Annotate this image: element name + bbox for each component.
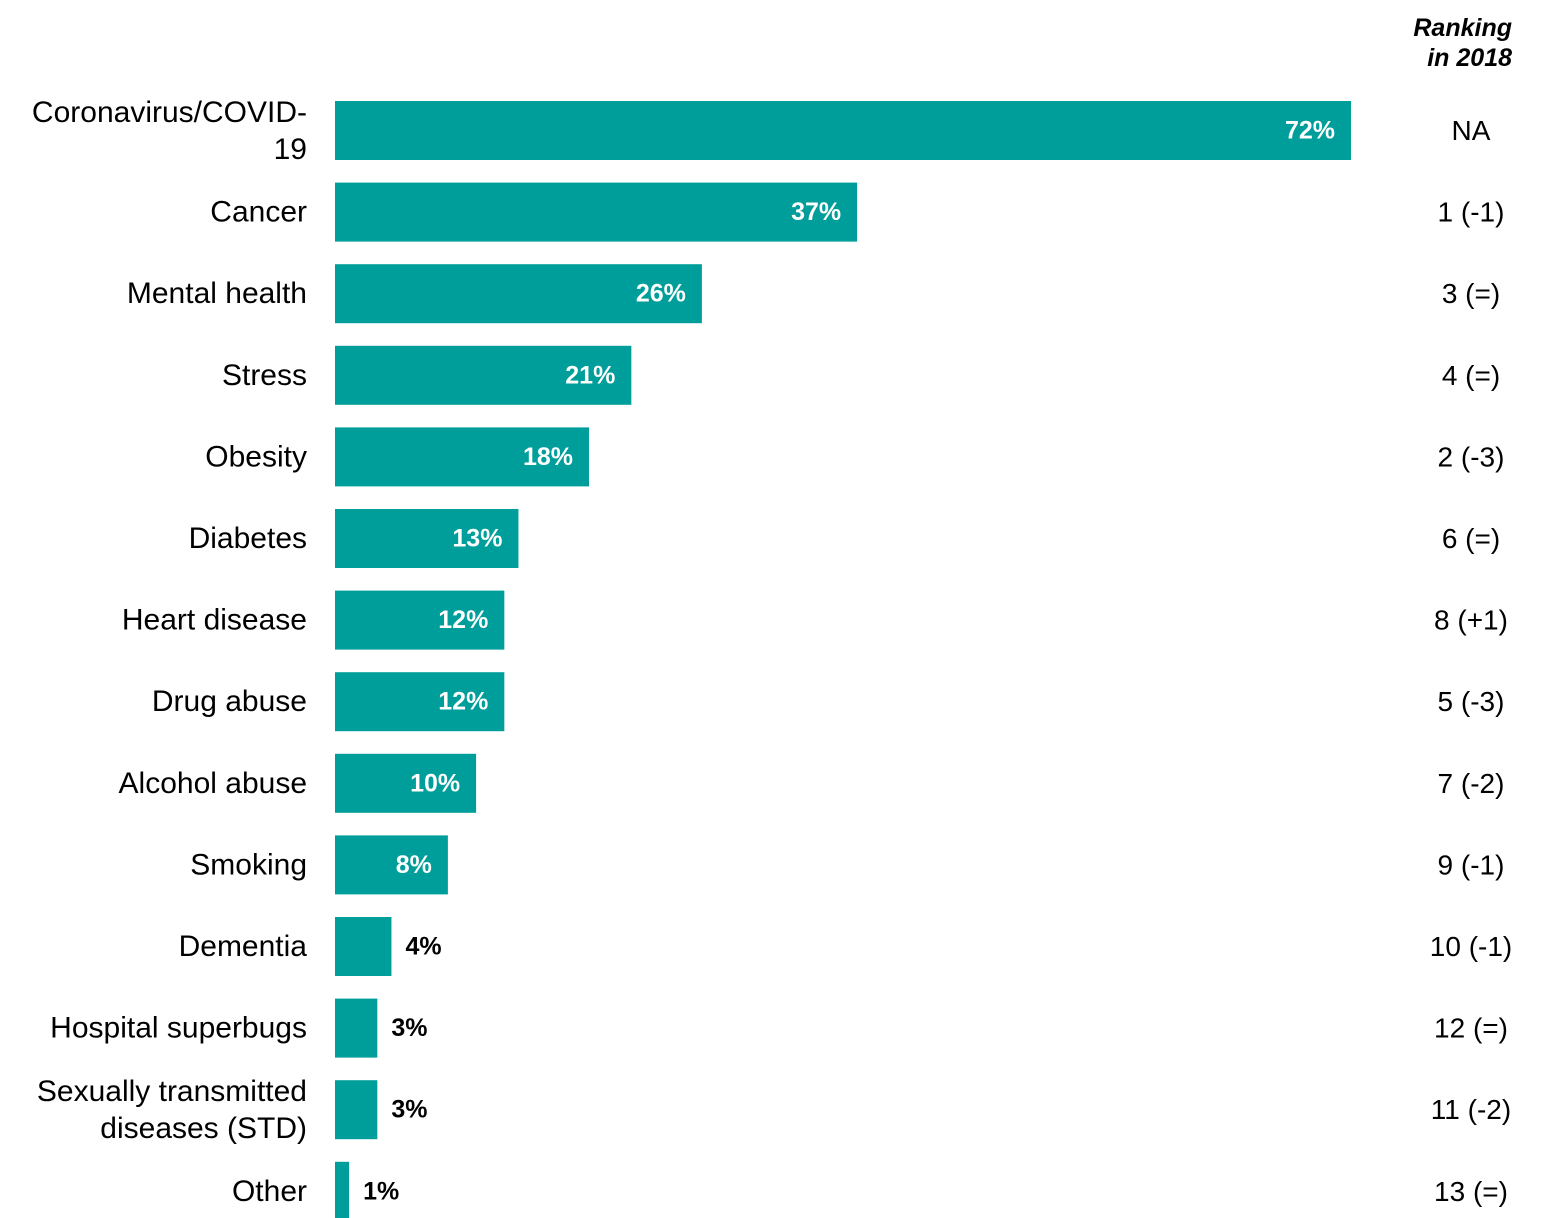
ranking-value: 7 (-2) [1438, 768, 1505, 799]
value-label: 12% [438, 688, 488, 716]
category-labels: Coronavirus/COVID-19 Cancer Mental health S… [32, 96, 307, 1208]
bar [335, 917, 392, 976]
ranking-value: 6 (=) [1442, 523, 1500, 554]
category-label: Smoking [190, 848, 307, 881]
category-label: Mental health [127, 277, 307, 310]
value-label: 18% [523, 443, 573, 471]
ranking-value: 10 (-1) [1430, 931, 1512, 962]
bar [335, 590, 505, 650]
bar [335, 101, 1351, 160]
ranking-value: 9 (-1) [1438, 849, 1505, 880]
value-label: 4% [405, 933, 441, 961]
ranking-value: 8 (+1) [1434, 605, 1508, 636]
bar [335, 509, 519, 568]
bar [335, 427, 589, 487]
category-label: Hospital superbugs [50, 1012, 307, 1045]
category-label: Coronavirus/COVID-19 [32, 96, 307, 166]
category-label: Diabetes [189, 522, 307, 555]
value-label: 1% [363, 1177, 399, 1205]
value-label: 13% [452, 525, 502, 553]
bar [335, 998, 378, 1058]
value-label: 10% [410, 769, 460, 797]
category-label: Obesity [205, 440, 307, 473]
ranking-value: 4 (=) [1442, 360, 1500, 391]
value-label: 21% [565, 361, 615, 389]
category-label: Alcohol abuse [119, 767, 307, 800]
ranking-value: 11 (-2) [1431, 1094, 1511, 1125]
ranking-value: 3 (=) [1442, 278, 1500, 309]
category-label: Heart disease [122, 604, 307, 637]
category-label: Stress [222, 359, 307, 392]
ranking-value: 5 (-3) [1438, 686, 1505, 717]
bar [335, 264, 702, 324]
bar [335, 1080, 378, 1140]
ranking-value: 12 (=) [1434, 1013, 1508, 1044]
bar [335, 345, 632, 405]
bar [335, 835, 448, 895]
ranking-header-line: Ranking [1413, 14, 1512, 42]
value-label: 3% [391, 1096, 427, 1124]
bars [335, 101, 1351, 1218]
ranking-header-line: in 2018 [1427, 44, 1512, 72]
ranking-column: NA 1 (-1) 3 (=) 4 (=) 2 (-3) 6 (=) 8 (+1) 5 (-3… [1430, 115, 1512, 1207]
ranking-value: 1 (-1) [1438, 197, 1505, 228]
value-label: 37% [791, 198, 841, 226]
ranking-value: 13 (=) [1434, 1176, 1508, 1207]
value-label: 3% [391, 1014, 427, 1042]
category-label: Sexually transmitted diseases (STD) [37, 1075, 307, 1145]
value-label: 12% [438, 606, 488, 634]
ranking-value: 2 (-3) [1438, 441, 1505, 472]
bar [335, 182, 858, 242]
value-label: 26% [636, 280, 686, 308]
bar [335, 1161, 350, 1218]
category-label: Drug abuse [152, 685, 307, 718]
value-label: 8% [396, 851, 432, 879]
category-label: Dementia [179, 930, 308, 963]
value-labels: 72% 37% 26% 21% 18% 13% 12% 12% 10% 8% 4% 3% 3% 1% [363, 117, 1335, 1206]
category-label: Other [232, 1175, 307, 1208]
bar [335, 753, 477, 813]
category-label: Cancer [210, 196, 307, 229]
bar [335, 672, 505, 732]
ranking-value: NA [1452, 115, 1491, 146]
value-label: 72% [1285, 117, 1335, 145]
